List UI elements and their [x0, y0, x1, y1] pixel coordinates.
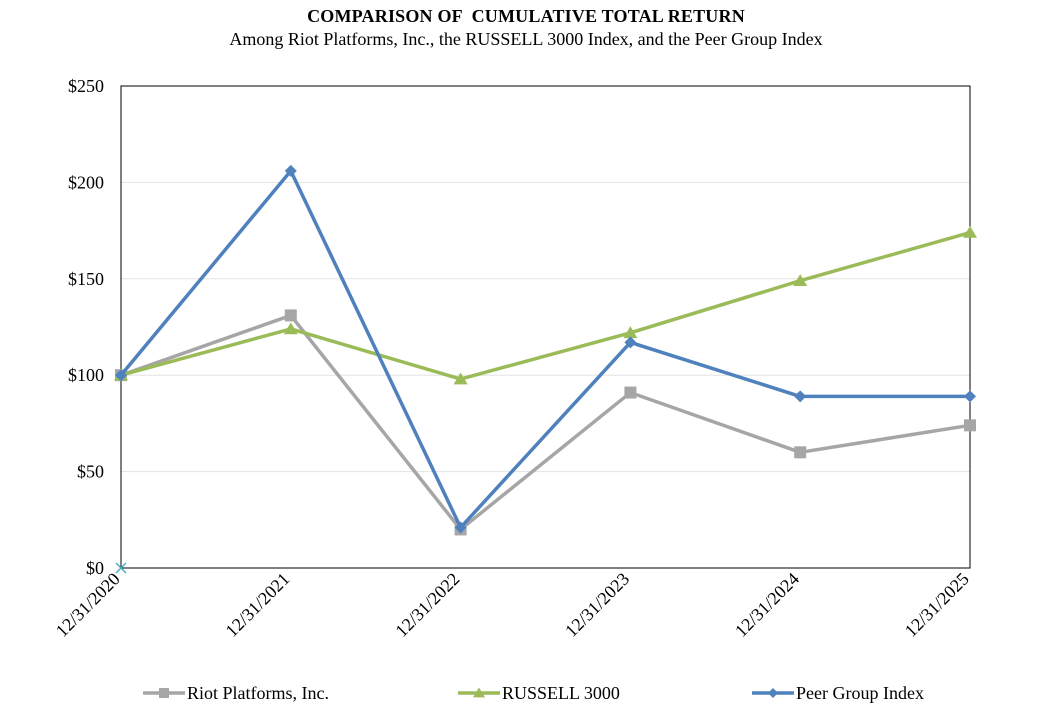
x-tick-label: 12/31/2022 [391, 569, 463, 641]
data-point [454, 521, 467, 534]
series-line [119, 169, 970, 530]
x-axis: 12/31/2020 12/31/2021 12/31/2022 12/31/2023… [52, 569, 973, 641]
y-tick-label: $150 [68, 269, 104, 289]
data-point [473, 687, 485, 698]
x-tick-label: 12/31/2021 [221, 569, 293, 641]
y-tick-label: $0 [86, 558, 104, 578]
data-point [284, 309, 297, 322]
data-point [768, 688, 778, 698]
data-point [964, 419, 976, 432]
data-point [284, 164, 297, 177]
origin-marker-stroke [115, 562, 127, 574]
series-russell-3000 [114, 225, 977, 385]
legend-label: Riot Platforms, Inc. [187, 683, 329, 703]
y-tick-label: $100 [68, 365, 104, 385]
data-point [794, 390, 807, 403]
series-peer-group-index [115, 164, 976, 534]
legend-item: Peer Group Index [752, 683, 924, 703]
series-line [120, 313, 971, 532]
data-point [623, 326, 638, 339]
legend-label: Peer Group Index [796, 683, 924, 703]
chart-subtitle: Among Riot Platforms, Inc., the RUSSELL … [229, 29, 823, 49]
data-point [283, 322, 298, 335]
data-point [964, 390, 976, 403]
chart-title: COMPARISON OF CUMULATIVE TOTAL RETURN [307, 6, 745, 26]
x-tick-label: 12/31/2025 [901, 569, 973, 641]
series-line [120, 230, 971, 381]
y-tick-label: $250 [68, 76, 104, 96]
data-point [624, 336, 637, 349]
data-point [453, 372, 468, 385]
legend-label: RUSSELL 3000 [502, 683, 620, 703]
data-point [793, 274, 808, 287]
x-tick-label: 12/31/2023 [561, 569, 633, 641]
origin-marker [115, 562, 127, 574]
series-group [114, 164, 977, 574]
x-tick-label: 12/31/2024 [731, 569, 803, 641]
data-point [159, 688, 169, 698]
data-point [963, 225, 977, 238]
data-point [115, 369, 127, 382]
x-tick-label: 12/31/2020 [52, 569, 124, 641]
y-tick-label: $50 [77, 462, 104, 482]
data-point [794, 446, 807, 459]
legend-item: Riot Platforms, Inc. [143, 683, 329, 703]
legend: Riot Platforms, Inc. RUSSELL 3000 Peer Gro… [143, 683, 924, 703]
plot-area-border [120, 85, 971, 569]
gridlines [121, 181, 970, 473]
data-point [624, 386, 637, 399]
y-axis: $0 $50 $100 $150 $200 $250 [68, 76, 104, 578]
y-tick-label: $200 [68, 172, 104, 192]
legend-item: RUSSELL 3000 [458, 683, 620, 703]
